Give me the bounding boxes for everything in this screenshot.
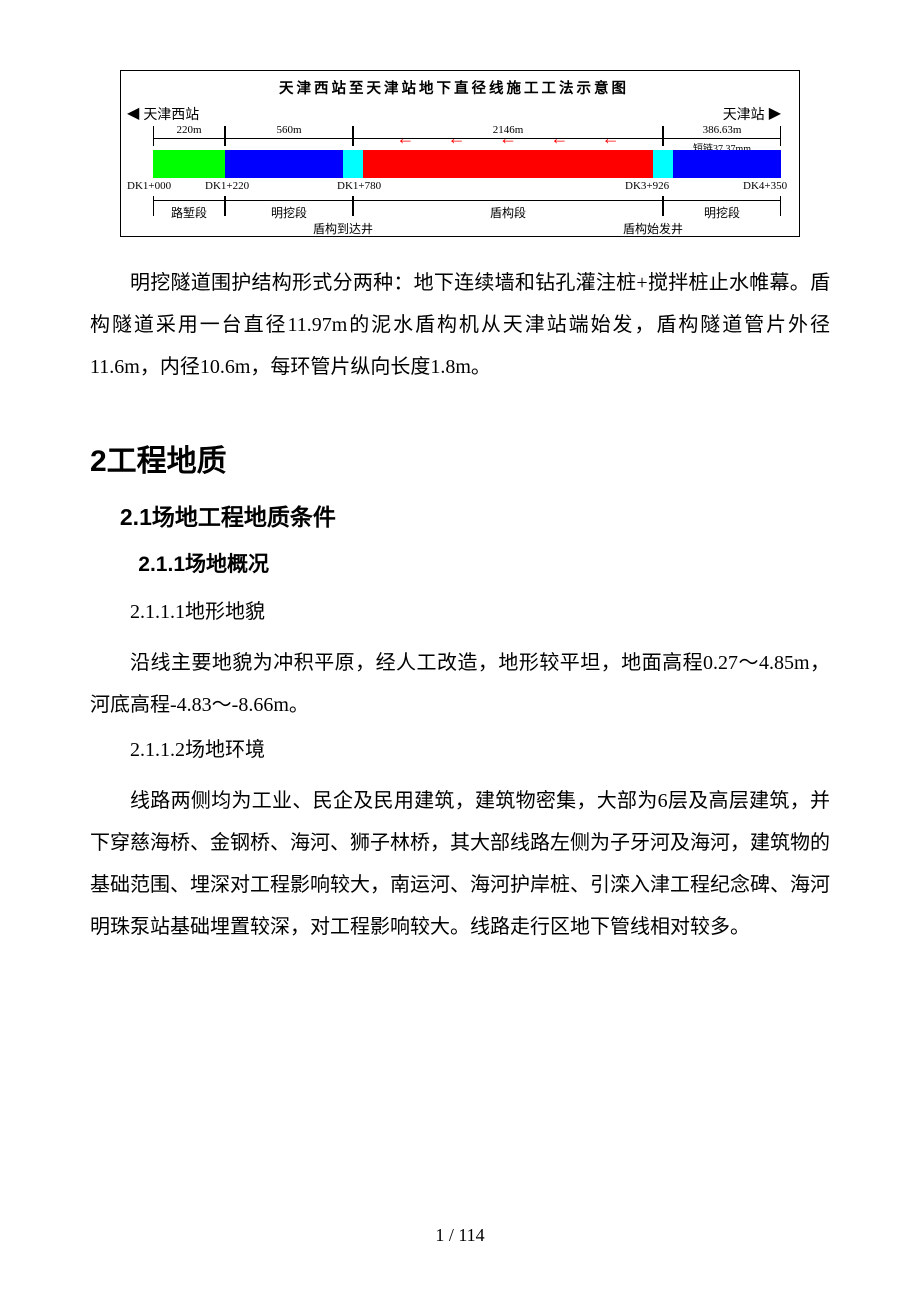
section-label: 路堑段: [168, 204, 210, 221]
heading-4-1: 2.1.1.1地形地貌: [90, 592, 830, 632]
red-arrow-icon: ←: [550, 128, 568, 149]
section-segment: 路堑段: [153, 196, 225, 216]
bar-segment: [225, 150, 343, 178]
paragraph-1: 明挖隧道围护结构形式分两种：地下连续墙和钻孔灌注桩+搅拌桩止水帷幕。盾构隧道采用…: [90, 262, 830, 388]
bar-segment: ←←←←←: [363, 150, 653, 178]
dk-label: DK4+350: [743, 180, 787, 192]
dim-segment: 220m: [153, 126, 225, 146]
heading-3: 2.1.1场地概况: [138, 548, 830, 578]
section-label: 明挖段: [701, 204, 743, 221]
paragraph-2: 沿线主要地貌为冲积平原，经人工改造，地形较平坦，地面高程0.27～4.85m，河…: [90, 642, 830, 726]
bar-segment: [153, 150, 225, 178]
section-segment: 明挖段: [225, 196, 353, 216]
heading-2: 2.1场地工程地质条件: [120, 498, 830, 532]
heading-4-2: 2.1.1.2场地环境: [90, 730, 830, 770]
station-left: ◀ 天津西站: [127, 104, 199, 124]
construction-diagram: 天津西站至天津站地下直径线施工工法示意图 ◀ 天津西站 天津站 ▶ 短链37.3…: [120, 70, 800, 237]
bar-row: ←←←←←: [153, 150, 781, 178]
red-arrow-icon: ←: [448, 128, 466, 149]
shaft-label: 盾构始发井: [623, 220, 683, 237]
dim-segment: 386.63m: [663, 126, 781, 146]
shaft-label: 盾构到达井: [313, 220, 373, 237]
station-right: 天津站 ▶: [723, 104, 781, 124]
heading-1: 2工程地质: [90, 436, 830, 480]
red-arrow-icon: ←: [499, 128, 517, 149]
section-segment: 盾构段: [353, 196, 663, 216]
dim-label: 386.63m: [701, 124, 744, 136]
arrow-left-icon: ◀: [127, 106, 139, 122]
dk-label: DK1+780: [337, 180, 381, 192]
dim-label: 220m: [174, 124, 203, 136]
dk-row: DK1+000DK1+220DK1+780DK3+926DK4+350: [127, 180, 781, 196]
red-arrow-icon: ←: [602, 128, 620, 149]
page-number: 1 / 114: [0, 1225, 920, 1246]
section-label: 明挖段: [268, 204, 310, 221]
section-label: 盾构段: [487, 204, 529, 221]
arrow-right-icon: ▶: [769, 106, 781, 122]
diagram-title: 天津西站至天津站地下直径线施工工法示意图: [127, 77, 781, 98]
section-row: 路堑段明挖段盾构段明挖段盾构到达井盾构始发井: [153, 196, 781, 226]
dk-label: DK1+000: [127, 180, 171, 192]
red-arrow-icon: ←: [396, 128, 414, 149]
bar-segment: [673, 150, 781, 178]
bar-segment: [653, 150, 673, 178]
section-segment: 明挖段: [663, 196, 781, 216]
dk-label: DK1+220: [205, 180, 249, 192]
paragraph-3: 线路两侧均为工业、民企及民用建筑，建筑物密集，大部为6层及高层建筑，并下穿慈海桥…: [90, 780, 830, 948]
bar-segment: [343, 150, 363, 178]
station-row: ◀ 天津西站 天津站 ▶: [127, 104, 781, 124]
dim-segment: 560m: [225, 126, 353, 146]
station-right-label: 天津站: [723, 104, 765, 124]
station-left-label: 天津西站: [143, 104, 199, 124]
dk-label: DK3+926: [625, 180, 669, 192]
dim-label: 560m: [274, 124, 303, 136]
red-arrows: ← ← ← ← ←: [363, 128, 653, 149]
